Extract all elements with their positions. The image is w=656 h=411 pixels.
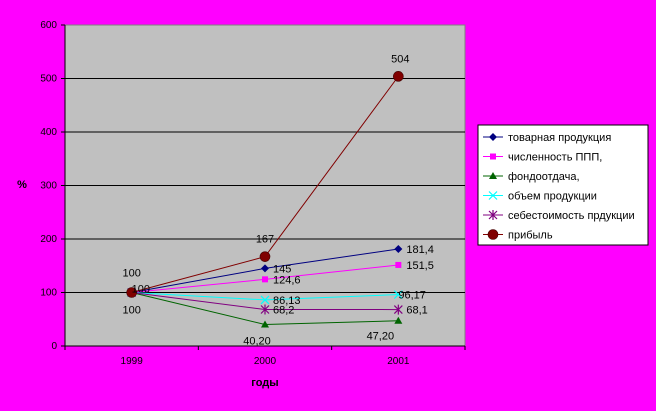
legend-label: себестоимость прдукции [508, 210, 635, 222]
data-point [261, 320, 269, 328]
y-tick-label: 400 [40, 127, 57, 138]
y-tick-label: 500 [40, 74, 57, 85]
data-label: 100 [122, 268, 140, 280]
legend-label: фондоотдача, [508, 171, 580, 183]
legend-marker [488, 191, 498, 200]
legend-label: товарная продукция [508, 132, 611, 144]
legend-label: численность ППП, [508, 152, 602, 164]
data-point [126, 287, 137, 298]
legend-item: фондоотдача, [483, 171, 580, 183]
data-point [262, 276, 268, 283]
data-label: 68,2 [273, 305, 294, 317]
x-tick-label: 1999 [121, 356, 144, 367]
data-label: 145 [273, 263, 291, 275]
legend-marker [489, 172, 497, 179]
legend-label: объем продукции [508, 191, 597, 203]
series-6 [126, 71, 404, 298]
x-axis-title: годы [251, 377, 278, 389]
legend-item: объем продукции [483, 191, 597, 203]
legend-marker [487, 229, 499, 240]
y-tick-label: 0 [51, 341, 57, 352]
legend: товарная продукция численность ППП, фондоо… [477, 124, 649, 246]
y-tick-label: 100 [40, 288, 57, 299]
data-label: 504 [391, 53, 409, 65]
data-label: 100 [132, 284, 150, 296]
x-tick-label: 2000 [254, 356, 277, 367]
legend-item: товарная продукция [483, 132, 611, 144]
data-point [261, 264, 269, 273]
data-label: 100 [122, 305, 140, 317]
y-axis-title: % [17, 179, 27, 191]
data-point [260, 295, 270, 305]
data-point [393, 71, 404, 82]
legend-item: численность ППП, [483, 152, 602, 164]
data-point [393, 304, 403, 315]
y-tick-label: 600 [40, 20, 57, 31]
legend-label: прибыль [508, 230, 553, 242]
data-label: 40,20 [243, 335, 271, 347]
data-label: 96,17 [398, 290, 426, 302]
legend-item: прибыль [483, 229, 553, 242]
legend-marker [489, 133, 497, 141]
x-tick-label: 2001 [387, 356, 410, 367]
data-label: 167 [256, 234, 274, 246]
data-label: 151,5 [406, 260, 434, 272]
legend-box [477, 124, 649, 246]
data-point [259, 251, 271, 262]
y-tick-label: 300 [40, 181, 57, 192]
data-label: 124,6 [273, 274, 301, 286]
y-tick-label: 200 [40, 234, 57, 245]
data-label: 68,1 [406, 305, 427, 317]
legend-item: себестоимость прдукции [483, 210, 635, 222]
data-label: 86,13 [273, 295, 301, 307]
data-point [394, 316, 403, 324]
legend-marker [490, 153, 496, 160]
data-point [395, 261, 402, 268]
legend-marker [488, 210, 498, 220]
data-label: 181,4 [406, 244, 434, 256]
data-point [393, 290, 403, 299]
data-label: 47,20 [367, 331, 395, 343]
data-point [394, 244, 403, 253]
data-point [260, 304, 270, 315]
